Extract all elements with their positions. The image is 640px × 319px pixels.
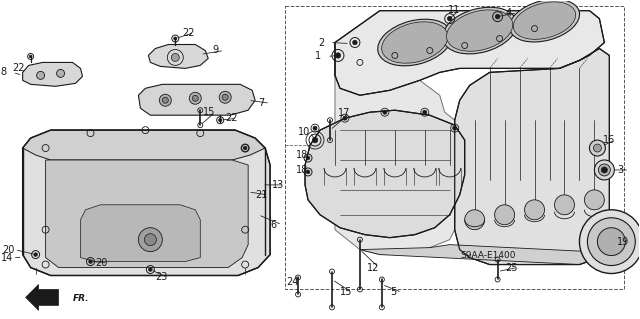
Text: 22: 22 bbox=[225, 113, 237, 123]
Text: 19: 19 bbox=[618, 237, 630, 247]
Circle shape bbox=[593, 144, 602, 152]
Circle shape bbox=[145, 234, 156, 246]
Circle shape bbox=[343, 116, 347, 120]
Circle shape bbox=[579, 210, 640, 273]
Text: FR.: FR. bbox=[72, 294, 89, 303]
Text: 24: 24 bbox=[286, 278, 298, 287]
Text: 18: 18 bbox=[296, 150, 308, 160]
Text: 13: 13 bbox=[272, 180, 284, 190]
Polygon shape bbox=[22, 63, 83, 86]
Bar bbox=[285, 6, 625, 289]
Circle shape bbox=[173, 37, 177, 40]
Circle shape bbox=[306, 156, 310, 160]
Circle shape bbox=[138, 228, 163, 252]
Circle shape bbox=[192, 95, 198, 101]
Circle shape bbox=[383, 110, 387, 114]
Circle shape bbox=[189, 92, 201, 104]
Text: 20: 20 bbox=[3, 245, 15, 255]
Text: 1: 1 bbox=[315, 51, 321, 62]
Circle shape bbox=[159, 94, 172, 106]
Text: 15: 15 bbox=[204, 107, 216, 117]
Circle shape bbox=[34, 253, 37, 256]
Circle shape bbox=[589, 140, 605, 156]
Text: S9AA-E1400: S9AA-E1400 bbox=[461, 251, 516, 260]
Circle shape bbox=[588, 218, 636, 265]
Polygon shape bbox=[148, 45, 208, 68]
Text: 8: 8 bbox=[1, 67, 7, 78]
Circle shape bbox=[423, 110, 427, 114]
Circle shape bbox=[56, 70, 65, 78]
Text: 12: 12 bbox=[367, 263, 380, 272]
Circle shape bbox=[595, 160, 614, 180]
Text: 7: 7 bbox=[258, 98, 264, 108]
Text: 18: 18 bbox=[296, 165, 308, 175]
Text: 10: 10 bbox=[298, 127, 310, 137]
Circle shape bbox=[222, 94, 228, 100]
Polygon shape bbox=[26, 285, 59, 310]
Text: 5: 5 bbox=[390, 287, 396, 297]
Polygon shape bbox=[335, 11, 604, 95]
Polygon shape bbox=[335, 42, 454, 255]
Polygon shape bbox=[138, 84, 255, 115]
Polygon shape bbox=[81, 205, 200, 262]
Circle shape bbox=[452, 126, 457, 130]
Circle shape bbox=[89, 260, 92, 263]
Circle shape bbox=[172, 54, 179, 62]
Circle shape bbox=[602, 167, 607, 173]
Text: 21: 21 bbox=[255, 190, 268, 200]
Ellipse shape bbox=[381, 22, 448, 63]
Text: 25: 25 bbox=[506, 263, 518, 272]
Circle shape bbox=[353, 40, 357, 45]
Circle shape bbox=[36, 71, 45, 79]
Circle shape bbox=[465, 210, 484, 230]
Circle shape bbox=[148, 268, 152, 271]
Polygon shape bbox=[22, 130, 270, 276]
Text: 17: 17 bbox=[338, 108, 350, 118]
Circle shape bbox=[597, 228, 625, 256]
Circle shape bbox=[312, 137, 317, 143]
Polygon shape bbox=[45, 160, 248, 268]
Ellipse shape bbox=[509, 0, 580, 42]
Text: 23: 23 bbox=[156, 272, 168, 283]
Text: 3: 3 bbox=[618, 165, 623, 175]
Text: 9: 9 bbox=[212, 46, 218, 56]
Ellipse shape bbox=[443, 7, 516, 54]
Circle shape bbox=[584, 190, 604, 210]
Polygon shape bbox=[360, 245, 609, 264]
Circle shape bbox=[29, 55, 32, 58]
Circle shape bbox=[306, 170, 310, 174]
Circle shape bbox=[525, 200, 545, 220]
Circle shape bbox=[313, 126, 317, 130]
Text: 22: 22 bbox=[13, 63, 25, 73]
Text: 20: 20 bbox=[95, 257, 108, 268]
Circle shape bbox=[554, 195, 575, 215]
Text: 16: 16 bbox=[604, 135, 616, 145]
Circle shape bbox=[447, 16, 452, 21]
Text: 11: 11 bbox=[448, 5, 460, 15]
Circle shape bbox=[243, 146, 247, 150]
Ellipse shape bbox=[378, 19, 452, 66]
Circle shape bbox=[495, 205, 515, 225]
Polygon shape bbox=[454, 48, 609, 264]
Circle shape bbox=[163, 97, 168, 103]
Text: 22: 22 bbox=[182, 27, 195, 38]
Polygon shape bbox=[22, 130, 265, 160]
Circle shape bbox=[495, 14, 500, 19]
Circle shape bbox=[335, 53, 340, 58]
Text: 15: 15 bbox=[340, 287, 353, 297]
Text: 4: 4 bbox=[506, 8, 512, 18]
Circle shape bbox=[598, 164, 611, 176]
Circle shape bbox=[219, 119, 222, 122]
Text: 14: 14 bbox=[1, 253, 13, 263]
Text: 6: 6 bbox=[270, 220, 276, 230]
Circle shape bbox=[220, 91, 231, 103]
Ellipse shape bbox=[447, 10, 513, 51]
Polygon shape bbox=[305, 110, 465, 238]
Text: 2: 2 bbox=[318, 38, 324, 48]
Ellipse shape bbox=[513, 2, 576, 39]
